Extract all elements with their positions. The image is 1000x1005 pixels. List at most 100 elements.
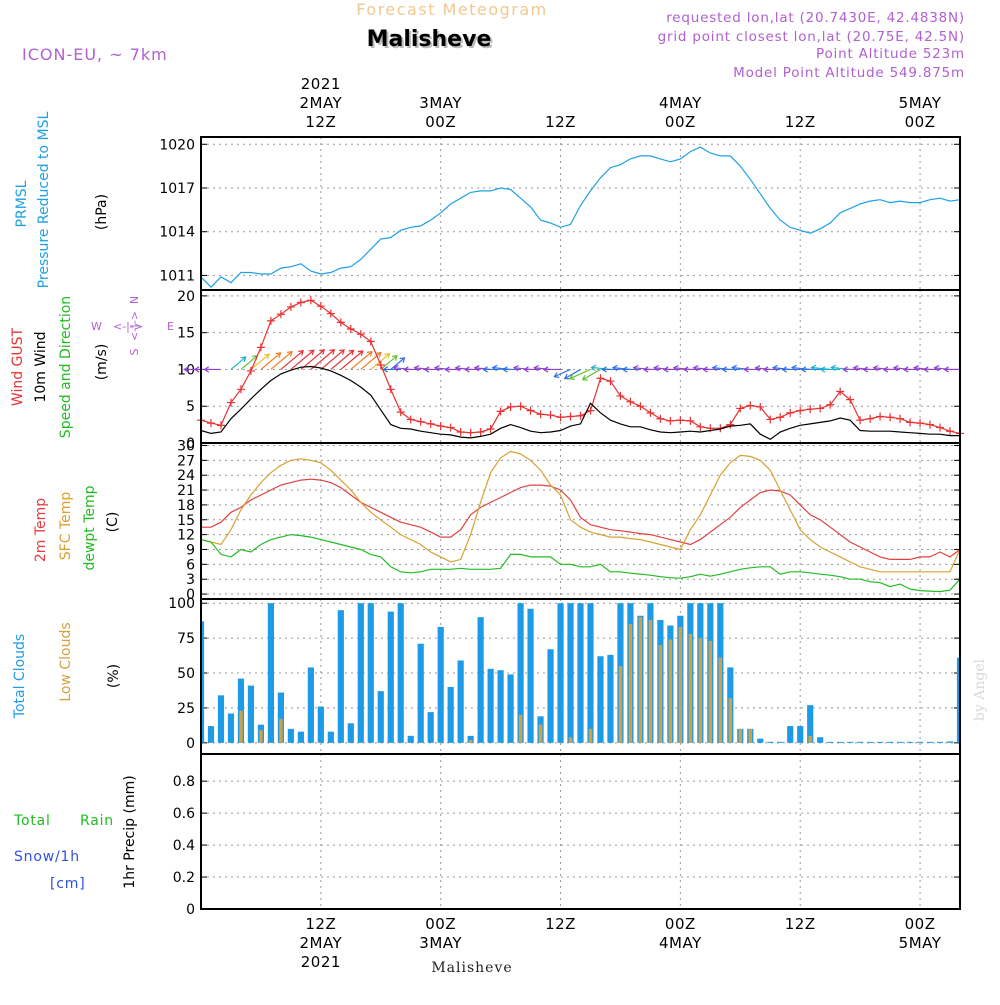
total-clouds-bar (267, 603, 275, 743)
wind-direction-arrowhead (568, 374, 575, 380)
total-clouds-bar (507, 674, 514, 743)
wind-direction-arrowhead (366, 350, 373, 357)
y-tick-label: 24 (177, 468, 195, 484)
wind-direction-arrowhead (287, 350, 293, 357)
temp-label-dewpt: dewpt Temp (82, 485, 98, 570)
gust-marker (906, 418, 915, 427)
time-axis-label: 00Z (905, 915, 936, 933)
top-time-label: 12Z (785, 113, 816, 131)
gust-marker (516, 402, 525, 411)
gust-marker (266, 316, 275, 325)
wind-direction-arrowhead (454, 365, 461, 372)
wind-direction-arrowhead (382, 366, 389, 373)
pressure-unit: (hPa) (94, 194, 110, 230)
gust-marker (346, 324, 355, 333)
wind-direction-arrowhead (523, 366, 529, 373)
y-tick-label: 9 (186, 542, 195, 558)
total-clouds-bar (956, 657, 960, 743)
y-tick-label: 50 (177, 666, 195, 682)
gust-marker (436, 422, 445, 431)
wind-direction-arrow (280, 350, 304, 370)
footer-location: Malisheve (431, 960, 512, 976)
wind-direction-arrowhead (731, 364, 737, 372)
gust-marker (456, 427, 465, 436)
low-clouds-bar (748, 728, 752, 743)
wind-direction-arrow (300, 349, 325, 370)
temperature-series (200, 450, 961, 593)
wind-direction-arrowhead (632, 364, 639, 372)
gust-marker (606, 377, 615, 386)
total-clouds-bar (457, 660, 464, 743)
low-clouds-bar (668, 639, 673, 743)
gust-marker (216, 421, 225, 430)
clouds-label-low: Low Clouds (58, 622, 74, 701)
low-clouds-bar (538, 724, 543, 743)
temperature-frame (200, 442, 961, 600)
low-clouds-bar (738, 728, 742, 743)
total-clouds-bar (277, 692, 284, 743)
top-time-label: 12Z (305, 113, 336, 131)
low-clouds-bar (568, 737, 573, 743)
location-title: Malisheve (367, 27, 492, 52)
low-clouds-bar (259, 730, 263, 743)
clouds-y-axis: 0 25 50 75 100 (168, 596, 960, 752)
2m-temp-line (201, 478, 961, 561)
wind-direction-arrowhead (533, 364, 539, 372)
compass-rose: N <-|-> S W <-|-> E (91, 296, 174, 356)
total-clouds-bar (527, 608, 534, 743)
total-clouds-bar (896, 741, 904, 743)
wind-direction-arrowhead (653, 364, 659, 372)
gust-marker (566, 412, 575, 421)
gust-marker (486, 425, 495, 434)
time-axis-label: 5MAY (899, 934, 942, 952)
y-tick-label: 18 (177, 498, 195, 514)
gust-marker (736, 404, 745, 413)
total-clouds-bar (417, 643, 424, 743)
low-clouds-bar (518, 714, 523, 743)
wind-direction-arrow (260, 352, 281, 370)
gust-marker (796, 406, 805, 415)
pressure-line (200, 146, 961, 288)
gust-marker (946, 427, 955, 436)
pressure-label-msl: Pressure Reduced to MSL (36, 111, 52, 288)
low-clouds-bar (628, 624, 633, 743)
precip-panel: 0 0.2 0.4 0.6 0.8 Total Rain Snow/1h [cm] 1h… (13, 754, 960, 918)
wind-direction-arrow (350, 351, 373, 370)
y-tick-label: 27 (177, 453, 195, 469)
gust-marker (586, 406, 595, 415)
y-tick-label: 0 (186, 902, 195, 918)
y-tick-label: 6 (186, 557, 195, 573)
wind-direction-arrow (240, 355, 258, 370)
y-tick-label: 1020 (159, 137, 195, 153)
gust-marker (246, 366, 255, 375)
low-clouds-bar (648, 619, 653, 743)
total-clouds-bar (926, 741, 934, 743)
total-clouds-bar (877, 741, 884, 743)
wind-direction-arrowhead (413, 364, 420, 372)
gust-marker (426, 419, 435, 428)
wind-direction-arrowhead (553, 372, 560, 378)
gust-marker (676, 416, 685, 425)
wind-direction-arrowhead (473, 365, 480, 372)
wind-direction-arrowhead (319, 349, 326, 355)
time-axis-label: 12Z (545, 915, 576, 933)
y-tick-label: 100 (168, 596, 195, 612)
wind-direction-arrowhead (830, 364, 837, 372)
gust-marker (276, 310, 285, 319)
gust-marker (856, 416, 865, 425)
total-clouds-bar (447, 686, 454, 743)
total-clouds-bar (757, 738, 764, 743)
y-tick-label: 0.8 (173, 774, 195, 790)
y-tick-label: 0.2 (173, 870, 195, 886)
y-tick-label: 1017 (159, 181, 195, 197)
y-tick-label: 20 (177, 289, 195, 305)
top-time-label: 3MAY (419, 94, 462, 112)
total-clouds-bar (317, 706, 324, 743)
compass-east: E (167, 320, 174, 333)
wind-direction-arrowhead (933, 365, 940, 372)
temp-label-sfc: SFC Temp (58, 492, 74, 561)
gust-marker (236, 385, 245, 394)
